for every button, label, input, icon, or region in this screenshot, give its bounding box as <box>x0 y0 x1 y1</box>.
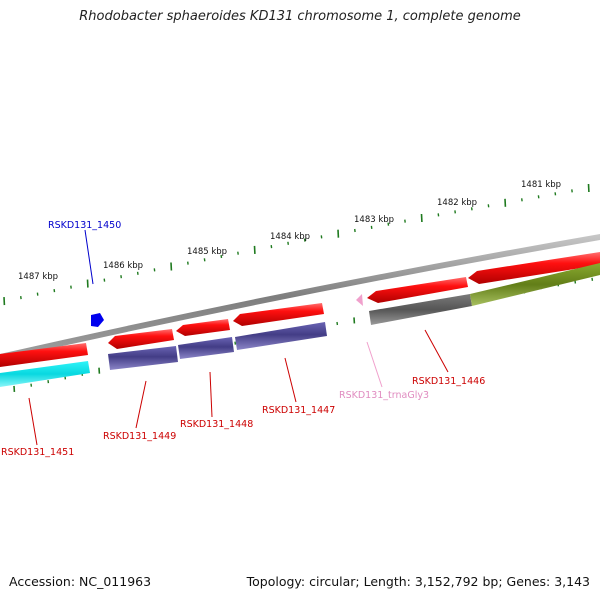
leader-1449 <box>135 380 147 429</box>
cds-1449-bar[interactable] <box>108 346 178 370</box>
cds-1446-bar[interactable] <box>369 294 472 325</box>
gene-1451-forward-arrow[interactable] <box>0 343 88 367</box>
gene-label-1447[interactable]: RSKD131_1447 <box>262 405 335 416</box>
scale-ticks <box>3 183 590 306</box>
cds-next-bar[interactable] <box>470 263 600 306</box>
map-title: Rhodobacter sphaeroides KD131 chromosome… <box>79 9 521 24</box>
cds-1447-bar[interactable] <box>235 322 327 350</box>
scale-label: 1485 kbp <box>187 247 227 257</box>
gene-label-1450[interactable]: RSKD131_1450 <box>48 220 121 231</box>
gene-next-forward-arrow[interactable] <box>468 252 600 284</box>
gene-label-1448[interactable]: RSKD131_1448 <box>180 419 253 430</box>
leader-1448 <box>209 371 213 418</box>
leader-1450 <box>84 229 94 285</box>
gene-label-1451[interactable]: RSKD131_1451 <box>1 447 74 458</box>
gene-leader-lines <box>28 229 449 446</box>
chromosome-backbone <box>0 234 600 360</box>
leader-1451 <box>28 397 38 446</box>
gene-1450-marker[interactable] <box>91 313 104 327</box>
trna-gly3-marker[interactable] <box>356 294 363 306</box>
gene-1447-forward-arrow[interactable] <box>233 303 324 326</box>
gene-label-trna-gly3[interactable]: RSKD131_trnaGly3 <box>339 390 429 401</box>
scale-label: 1484 kbp <box>270 232 310 242</box>
scale-labels: 1481 kbp 1482 kbp 1483 kbp 1484 kbp 1485… <box>18 180 561 282</box>
forward-strand-genes <box>0 252 600 367</box>
cds-track <box>0 263 600 387</box>
leader-1446 <box>424 329 449 373</box>
scale-label: 1482 kbp <box>437 198 477 208</box>
cds-1448-bar[interactable] <box>178 337 234 359</box>
accession-text: Accession: NC_011963 <box>9 574 152 589</box>
gene-1448-forward-arrow[interactable] <box>176 319 230 336</box>
genome-summary-text: Topology: circular; Length: 3,152,792 bp… <box>246 574 590 589</box>
scale-label: 1487 kbp <box>18 272 58 282</box>
gene-label-1446[interactable]: RSKD131_1446 <box>412 376 485 387</box>
cds-1451-bar[interactable] <box>0 361 90 387</box>
gene-1449-forward-arrow[interactable] <box>108 329 174 349</box>
gene-labels: RSKD131_1451 RSKD131_1450 RSKD131_1449 R… <box>1 220 485 458</box>
leader-trna <box>366 341 383 388</box>
gene-label-1449[interactable]: RSKD131_1449 <box>103 431 176 442</box>
scale-label: 1486 kbp <box>103 261 143 271</box>
scale-label: 1481 kbp <box>521 180 561 190</box>
scale-label: 1483 kbp <box>354 215 394 225</box>
gene-1446-forward-arrow[interactable] <box>367 277 468 303</box>
leader-1447 <box>284 357 297 403</box>
